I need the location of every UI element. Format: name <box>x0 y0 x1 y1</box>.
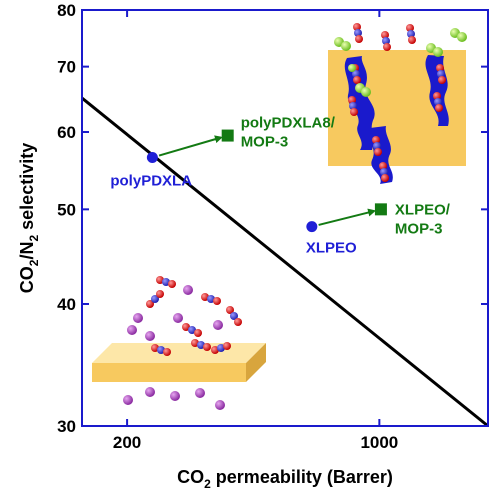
point-label: XLPEO <box>306 240 357 257</box>
y-axis-title-subscript1: 2 <box>27 259 41 266</box>
x-axis-title-part1: CO <box>177 467 204 487</box>
data-points <box>146 129 387 233</box>
axis-ticks: 30 40 50 60 70 80 200 1000 <box>57 1 488 452</box>
co2-molecules-top <box>348 23 446 182</box>
point-labels: polyPDXLA polyPDXLA8/MOP-3 XLPEO XLPEO/MOP-… <box>110 115 450 257</box>
y-axis-title-subscript2: 2 <box>27 235 41 242</box>
y-tick-label: 30 <box>57 417 76 436</box>
point-label: MOP-3 <box>395 220 443 237</box>
data-point-circle <box>146 152 158 164</box>
point-label: polyPDXLA8/ <box>241 115 336 132</box>
y-axis-title: CO2/N2 selectivity <box>17 143 41 293</box>
n2-molecules-bottom <box>123 285 225 410</box>
n2-molecules-top <box>334 28 467 97</box>
point-label: XLPEO/ <box>395 201 451 218</box>
y-axis-title-part1: CO <box>17 266 37 293</box>
arrows <box>158 135 377 226</box>
transition-arrow <box>158 135 223 157</box>
y-axis-title-part2: /N <box>17 242 37 260</box>
y-tick-label: 60 <box>57 123 76 142</box>
point-label: MOP-3 <box>241 134 289 151</box>
y-tick-label: 70 <box>57 58 76 77</box>
data-point-square <box>374 203 387 216</box>
x-axis-title-part2: permeability (Barrer) <box>211 467 393 487</box>
y-tick-label: 40 <box>57 295 76 314</box>
co2-molecules-bottom <box>146 276 242 356</box>
x-tick-label: 1000 <box>360 433 398 452</box>
x-axis-title: CO2 permeability (Barrer) <box>177 467 393 491</box>
point-label: polyPDXLA <box>110 173 192 190</box>
plot-frame <box>81 9 489 427</box>
y-axis-title-part3: selectivity <box>17 143 37 235</box>
y-tick-label: 50 <box>57 200 76 219</box>
y-tick-label: 80 <box>57 1 76 20</box>
membrane-with-channels-illustration <box>328 23 467 184</box>
dense-membrane-illustration <box>92 276 266 410</box>
x-tick-label: 200 <box>113 433 141 452</box>
data-point-circle <box>306 221 318 233</box>
transition-arrow <box>318 208 377 226</box>
data-point-square <box>221 129 234 142</box>
x-axis-title-subscript: 2 <box>204 477 211 491</box>
